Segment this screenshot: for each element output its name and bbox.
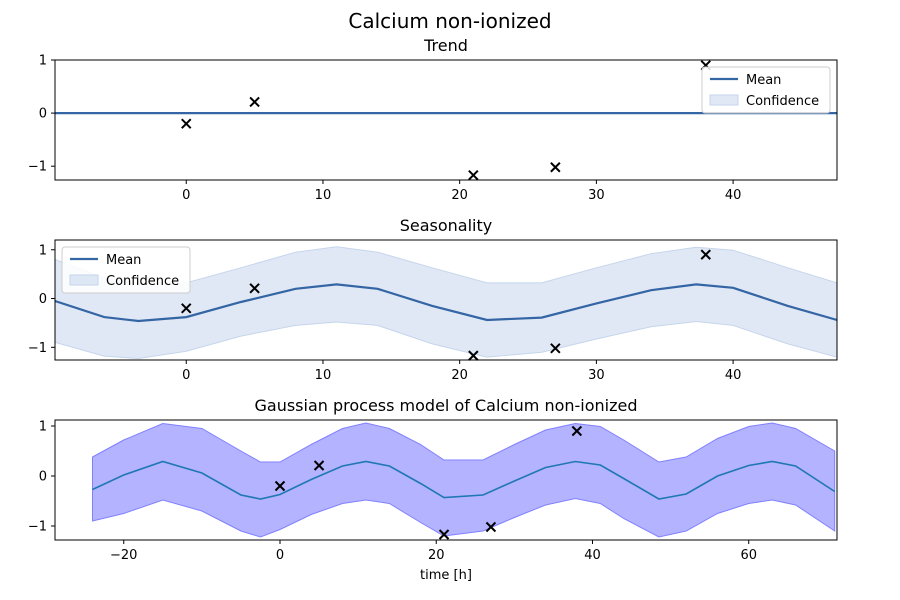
legend-mean-label: Mean bbox=[746, 73, 781, 88]
panel-2: 0 10 20 30 40 −1 0 1 Seasonality Mean Confidence bbox=[28, 216, 838, 383]
panel-3: −20 0 20 40 60 −1 0 1 Gaussian process model of … bbox=[28, 396, 838, 583]
panel-title: Gaussian process model of Calcium non-io… bbox=[254, 396, 637, 415]
y-tick-label: 0 bbox=[39, 107, 47, 122]
observation-point bbox=[550, 162, 561, 173]
observation-point bbox=[249, 96, 260, 108]
x-tick-label: 30 bbox=[588, 188, 605, 203]
y-tick-label: −1 bbox=[28, 341, 47, 356]
x-tick-label: −20 bbox=[110, 548, 137, 563]
y-tick-label: −1 bbox=[28, 160, 47, 175]
legend-mean-label: Mean bbox=[106, 253, 141, 268]
legend: Mean Confidence bbox=[61, 246, 191, 294]
y-tick-label: 1 bbox=[39, 243, 47, 258]
observation-point bbox=[571, 425, 583, 437]
legend-confidence-label: Confidence bbox=[106, 274, 179, 289]
observation-point bbox=[249, 283, 260, 294]
y-tick-label: 1 bbox=[39, 420, 47, 435]
observation-point bbox=[485, 521, 497, 533]
plot-area bbox=[92, 422, 836, 538]
x-tick-label: 0 bbox=[182, 368, 190, 383]
y-tick-label: 1 bbox=[39, 54, 47, 69]
observation-point bbox=[274, 480, 286, 492]
x-tick-label: 30 bbox=[588, 368, 605, 383]
observation-point bbox=[181, 118, 192, 129]
panel-title: Seasonality bbox=[400, 216, 493, 235]
x-tick-label: 20 bbox=[428, 548, 445, 563]
x-tick-label: 0 bbox=[276, 548, 284, 563]
plot-area bbox=[55, 246, 837, 360]
axes-frame bbox=[54, 239, 838, 361]
panel-title: Trend bbox=[423, 36, 468, 55]
x-tick-label: 40 bbox=[584, 548, 601, 563]
axes-frame bbox=[54, 419, 838, 541]
observation-point bbox=[468, 170, 479, 181]
observation-point bbox=[468, 350, 479, 361]
axes-frame bbox=[54, 59, 838, 181]
figure-title: Calcium non-ionized bbox=[348, 9, 551, 33]
x-tick-label: 10 bbox=[315, 368, 332, 383]
x-axis-label: time [h] bbox=[420, 568, 472, 583]
observation-point bbox=[438, 529, 450, 540]
legend-confidence-swatch bbox=[709, 94, 739, 106]
panel-1: 0 10 20 30 40 −1 0 1 Trend Mean Confidence bbox=[28, 36, 838, 203]
confidence-band bbox=[55, 246, 837, 360]
x-tick-label: 10 bbox=[315, 188, 332, 203]
observation-point bbox=[700, 249, 711, 260]
x-tick-label: 40 bbox=[725, 188, 742, 203]
legend-confidence-swatch bbox=[69, 274, 99, 286]
x-tick-label: 60 bbox=[740, 548, 757, 563]
x-tick-label: 20 bbox=[451, 188, 468, 203]
observation-point bbox=[550, 343, 561, 354]
x-tick-label: 40 bbox=[725, 368, 742, 383]
mean-line bbox=[92, 460, 836, 500]
observation-point bbox=[313, 460, 325, 471]
mean-line bbox=[55, 283, 837, 323]
x-tick-label: 20 bbox=[451, 368, 468, 383]
confidence-band bbox=[92, 422, 836, 538]
legend-confidence-label: Confidence bbox=[746, 94, 819, 109]
y-tick-label: −1 bbox=[28, 520, 47, 535]
x-tick-label: 0 bbox=[182, 188, 190, 203]
legend: Mean Confidence bbox=[701, 66, 831, 114]
observation-point bbox=[181, 303, 192, 314]
y-tick-label: 0 bbox=[39, 470, 47, 485]
y-tick-label: 0 bbox=[39, 292, 47, 307]
